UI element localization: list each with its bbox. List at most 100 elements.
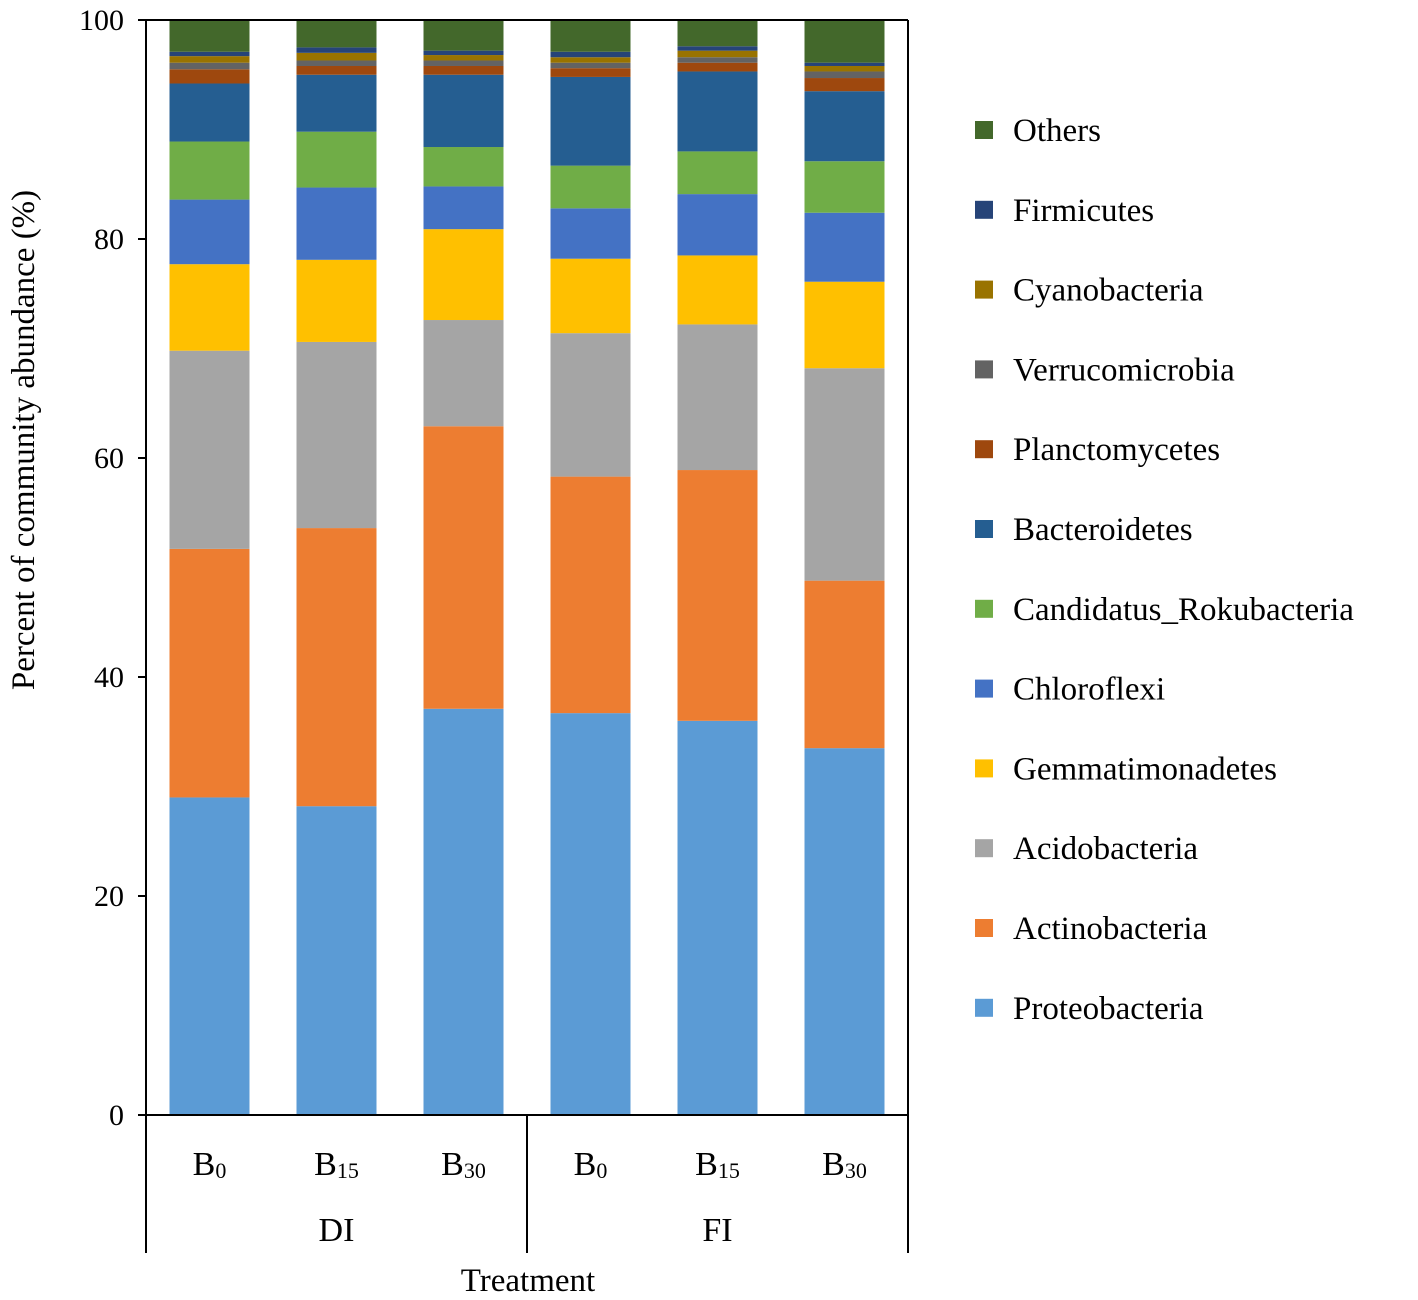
- bar-segment-gemmatimonadetes-fi-b15: [677, 255, 758, 325]
- bar-segment-acidobacteria-di-b30: [423, 320, 504, 427]
- legend-swatch-candidatus-rokubacteria: [975, 599, 993, 618]
- legend-swatch-bacteroidetes: [975, 520, 993, 538]
- bar-segment-others-fi-b15: [677, 20, 758, 47]
- bar-segment-verrucomicrobia-fi-b30: [804, 71, 885, 79]
- legend-swatch-gemmatimonadetes: [975, 759, 993, 778]
- bar-segment-firmicutes-fi-b0: [550, 51, 631, 58]
- legend-label-actinobacteria: Actinobacteria: [1013, 911, 1208, 947]
- bar-segment-candidatus-rokubacteria-fi-b0: [550, 165, 631, 209]
- bar-segment-proteobacteria-fi-b0: [550, 713, 631, 1115]
- bar-segment-bacteroidetes-di-b0: [169, 83, 250, 142]
- bar-segment-gemmatimonadetes-di-b15: [296, 259, 377, 342]
- bar-segment-candidatus-rokubacteria-di-b15: [296, 131, 377, 188]
- bar-segment-gemmatimonadetes-fi-b30: [804, 281, 885, 369]
- x-category-label: B15: [314, 1146, 359, 1183]
- bar-segment-others-fi-b0: [550, 20, 631, 52]
- bar-segment-firmicutes-di-b30: [423, 50, 504, 56]
- bar-segment-firmicutes-di-b0: [169, 51, 250, 57]
- bar-segment-verrucomicrobia-fi-b15: [677, 57, 758, 63]
- bar-segment-planctomycetes-fi-b0: [550, 68, 631, 77]
- bar-segment-gemmatimonadetes-di-b30: [423, 229, 504, 321]
- bar-segment-others-fi-b30: [804, 20, 885, 63]
- bar-segment-actinobacteria-di-b15: [296, 528, 377, 807]
- bar-segment-proteobacteria-fi-b15: [677, 720, 758, 1115]
- bar-segment-actinobacteria-fi-b30: [804, 580, 885, 749]
- bar-segment-others-di-b0: [169, 20, 250, 52]
- legend-swatch-actinobacteria: [975, 919, 993, 937]
- bar-segment-acidobacteria-fi-b15: [677, 324, 758, 471]
- bar-segment-chloroflexi-di-b30: [423, 186, 504, 230]
- legend-swatch-others: [975, 121, 993, 139]
- bar-segment-actinobacteria-di-b30: [423, 426, 504, 709]
- legend-swatch-chloroflexi: [975, 679, 993, 698]
- y-tick-label: 40: [94, 661, 124, 694]
- bar-segment-firmicutes-di-b15: [296, 47, 377, 53]
- legend-swatch-cyanobacteria: [975, 280, 993, 299]
- legend-label-gemmatimonadetes: Gemmatimonadetes: [1013, 751, 1277, 787]
- bar-segment-planctomycetes-fi-b15: [677, 62, 758, 72]
- bar-segment-proteobacteria-di-b30: [423, 708, 504, 1115]
- bar-segment-planctomycetes-di-b15: [296, 65, 377, 75]
- y-axis-ticks: 0 20 40 60 80 100: [79, 4, 146, 1132]
- x-category-label: B30: [822, 1146, 867, 1183]
- y-tick-label: 20: [94, 880, 124, 913]
- legend: Others Firmicutes Cyanobacteria Verrucomicr…: [975, 113, 1354, 1027]
- bar-segments: [169, 20, 885, 1115]
- bar-segment-acidobacteria-di-b0: [169, 350, 250, 549]
- x-group-label-fi: FI: [702, 1212, 732, 1249]
- legend-swatch-planctomycetes: [975, 440, 993, 459]
- bar-segment-cyanobacteria-di-b15: [296, 52, 377, 61]
- bar-segment-acidobacteria-fi-b0: [550, 333, 631, 477]
- bar-segment-verrucomicrobia-di-b15: [296, 60, 377, 66]
- bar-segment-planctomycetes-fi-b30: [804, 78, 885, 92]
- legend-label-cyanobacteria: Cyanobacteria: [1013, 273, 1204, 309]
- bar-segment-gemmatimonadetes-fi-b0: [550, 258, 631, 334]
- legend-label-firmicutes: Firmicutes: [1013, 193, 1154, 229]
- bar-segment-acidobacteria-fi-b30: [804, 368, 885, 581]
- x-category-label: B15: [695, 1146, 740, 1183]
- bar-segment-proteobacteria-di-b0: [169, 797, 250, 1115]
- bar-segment-verrucomicrobia-di-b0: [169, 62, 250, 70]
- bar-segment-cyanobacteria-di-b0: [169, 56, 250, 63]
- x-category-label: B0: [193, 1146, 227, 1183]
- x-category-label: B0: [574, 1146, 608, 1183]
- y-axis-title: Percent of community abundance (%): [6, 190, 42, 690]
- bar-segment-gemmatimonadetes-di-b0: [169, 264, 250, 351]
- bar-segment-candidatus-rokubacteria-fi-b30: [804, 161, 885, 213]
- bar-segment-bacteroidetes-fi-b30: [804, 91, 885, 162]
- legend-label-chloroflexi: Chloroflexi: [1013, 672, 1165, 708]
- bar-segment-actinobacteria-fi-b0: [550, 476, 631, 714]
- axes: [145, 19, 909, 1253]
- bar-segment-chloroflexi-fi-b30: [804, 212, 885, 282]
- legend-swatch-proteobacteria: [975, 998, 993, 1017]
- bar-segment-proteobacteria-di-b15: [296, 806, 377, 1115]
- bar-segment-acidobacteria-di-b15: [296, 341, 377, 529]
- y-tick-label: 0: [109, 1099, 124, 1132]
- bar-segment-candidatus-rokubacteria-fi-b15: [677, 151, 758, 195]
- bar-segment-candidatus-rokubacteria-di-b30: [423, 147, 504, 187]
- y-tick-label: 60: [94, 442, 124, 475]
- bar-segment-proteobacteria-fi-b30: [804, 748, 885, 1115]
- legend-label-candidatus-rokubacteria: Candidatus_Rokubacteria: [1013, 592, 1354, 628]
- bar-segment-actinobacteria-fi-b15: [677, 470, 758, 721]
- legend-label-acidobacteria: Acidobacteria: [1013, 831, 1198, 867]
- bar-segment-candidatus-rokubacteria-di-b0: [169, 141, 250, 200]
- bar-segment-cyanobacteria-fi-b30: [804, 65, 885, 72]
- bar-segment-cyanobacteria-di-b30: [423, 55, 504, 61]
- bar-segment-firmicutes-fi-b15: [677, 46, 758, 51]
- legend-label-others: Others: [1013, 113, 1101, 149]
- bar-segment-verrucomicrobia-fi-b0: [550, 62, 631, 69]
- bar-segment-others-di-b15: [296, 20, 377, 48]
- bar-segment-cyanobacteria-fi-b15: [677, 50, 758, 58]
- legend-swatch-verrucomicrobia: [975, 360, 993, 379]
- bar-segment-actinobacteria-di-b0: [169, 548, 250, 798]
- legend-label-bacteroidetes: Bacteroidetes: [1013, 512, 1193, 548]
- bar-segment-chloroflexi-fi-b0: [550, 208, 631, 259]
- bar-segment-firmicutes-fi-b30: [804, 62, 885, 66]
- bar-segment-planctomycetes-di-b30: [423, 65, 504, 75]
- bar-segment-chloroflexi-di-b15: [296, 187, 377, 260]
- y-tick-label: 100: [79, 4, 124, 37]
- bar-segment-verrucomicrobia-di-b30: [423, 60, 504, 66]
- x-axis-categories: B0 B15 B30 B0 B15 B30 DI FI: [193, 1146, 867, 1249]
- bar-segment-bacteroidetes-di-b30: [423, 74, 504, 148]
